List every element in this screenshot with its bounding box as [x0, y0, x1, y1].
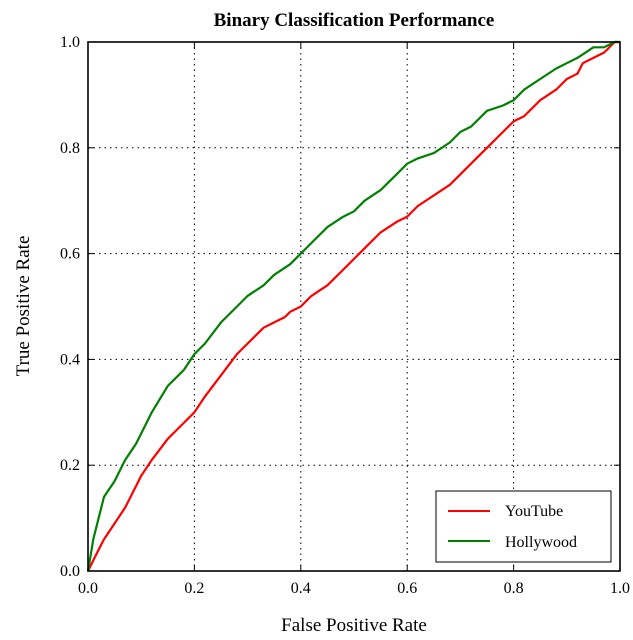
y-tick-label: 0.8: [60, 140, 80, 157]
x-tick-label: 0.2: [184, 580, 204, 597]
x-tick-label: 0.8: [504, 580, 524, 597]
ticks: [87, 41, 621, 572]
series-line-youtube: [87, 40, 620, 572]
legend-frame: [435, 490, 612, 563]
y-tick-label: 0.2: [60, 457, 80, 474]
y-tick-label: 1.0: [60, 34, 80, 51]
chart-title: Binary Classification Performance: [214, 10, 495, 31]
grid: [88, 42, 620, 571]
legend-label-youtube: YouTube: [505, 503, 563, 520]
x-tick-label: 1.0: [610, 580, 630, 597]
x-axis-label: False Positive Rate: [281, 615, 427, 636]
x-tick-label: 0.6: [397, 580, 417, 597]
y-tick-label: 0.6: [60, 246, 80, 263]
series-line-hollywood: [86, 40, 620, 572]
x-tick-label: 0.4: [291, 580, 311, 597]
y-tick-label: 0.4: [60, 351, 80, 368]
x-tick-label: 0.0: [78, 580, 98, 597]
y-tick-label: 0.0: [60, 563, 80, 580]
series-lines: [86, 40, 620, 572]
legend: YouTube Hollywood: [435, 490, 612, 563]
legend-label-hollywood: Hollywood: [505, 534, 577, 551]
plot-frame: [87, 41, 621, 572]
y-axis-label: True Positive Rate: [13, 236, 34, 377]
tick-labels: 0.0 0.2 0.4 0.6 0.8 1.0 0.0 0.2 0.4 0.6 0.8 1.0: [60, 34, 630, 597]
